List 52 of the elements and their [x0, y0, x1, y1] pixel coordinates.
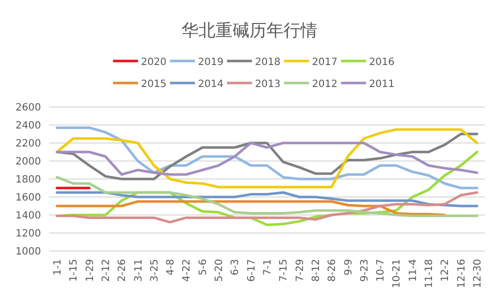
x-tick-label: 1-29 — [84, 259, 96, 282]
legend-label: 2015 — [141, 79, 166, 90]
x-tick-label: 7-29 — [294, 259, 306, 282]
x-tick-label: 5-20 — [214, 259, 226, 282]
x-tick-label: 7-1 — [262, 259, 274, 276]
legend-label: 2014 — [198, 79, 224, 90]
chart-title: 华北重碱历年行情 — [182, 21, 318, 41]
x-tick-label: 10-7 — [376, 259, 387, 282]
x-tick-label: 2-12 — [100, 259, 112, 282]
x-tick-label: 11-18 — [424, 259, 436, 288]
x-tick-label: 3-25 — [149, 259, 160, 282]
legend-label: 2011 — [369, 79, 394, 90]
legend-label: 2018 — [255, 57, 280, 68]
y-tick-label: 1000 — [16, 246, 41, 258]
line-series — [56, 191, 478, 208]
x-tick-label: 10-21 — [392, 259, 403, 288]
legend-label: 2020 — [141, 57, 166, 68]
x-tick-label: 3-11 — [133, 259, 144, 282]
legend-label: 2017 — [312, 57, 338, 68]
line-series — [56, 142, 478, 176]
y-tick-label: 1200 — [16, 228, 41, 240]
x-tick-label: 6-17 — [246, 259, 258, 282]
y-tick-label: 1400 — [16, 210, 41, 222]
x-tick-label: 1-15 — [68, 259, 80, 282]
line-series — [56, 176, 478, 218]
y-tick-label: 1600 — [16, 192, 41, 204]
x-tick-label: 9-9 — [343, 259, 354, 276]
x-tick-label: 1-1 — [52, 259, 64, 276]
x-tick-label: 8-12 — [310, 259, 322, 282]
x-tick-label: 12-2 — [440, 259, 452, 282]
line-series — [56, 191, 478, 224]
x-tick-label: 7-15 — [278, 259, 290, 282]
legend-label: 2016 — [369, 57, 394, 68]
x-tick-label: 6-3 — [230, 259, 242, 276]
y-tick-label: 2000 — [16, 156, 41, 168]
line-series — [56, 200, 446, 216]
y-tick-label: 1800 — [16, 174, 41, 186]
y-tick-label: 2200 — [16, 138, 41, 150]
x-tick-label: 4-22 — [182, 259, 193, 282]
legend-label: 2019 — [198, 57, 224, 68]
y-tick-label: 2400 — [16, 120, 41, 132]
legend-label: 2012 — [312, 79, 338, 90]
legend-label: 2013 — [255, 79, 280, 90]
x-tick-label: 11-4 — [408, 259, 419, 282]
x-tick-label: 4-8 — [166, 259, 177, 276]
x-tick-label: 12-30 — [472, 259, 484, 288]
x-tick-label: 9-23 — [359, 259, 370, 282]
y-tick-label: 2600 — [16, 102, 41, 114]
x-tick-label: 2-26 — [117, 259, 128, 282]
x-tick-label: 12-16 — [456, 259, 468, 288]
x-tick-label: 5-6 — [198, 259, 209, 276]
x-tick-label: 8-26 — [327, 259, 338, 282]
